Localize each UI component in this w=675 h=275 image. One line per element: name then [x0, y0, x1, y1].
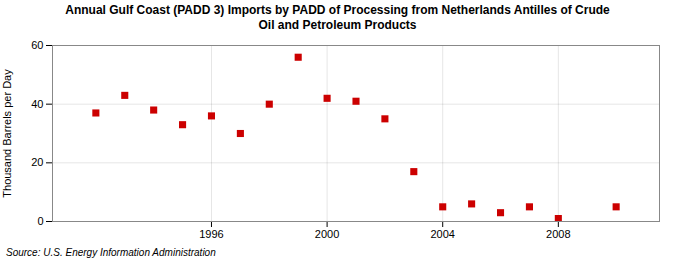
svg-text:Thousand Barrels per Day: Thousand Barrels per Day: [1, 69, 13, 198]
svg-text:20: 20: [31, 156, 43, 168]
svg-text:60: 60: [31, 39, 43, 51]
svg-text:0: 0: [37, 215, 43, 227]
html-text:Source: U.S. Energy Informatio: Source: U.S. Energy Information Administ…: [6, 247, 216, 258]
svg-text:2008: 2008: [546, 228, 570, 240]
svg-text:40: 40: [31, 98, 43, 110]
svg-text:1996: 1996: [199, 228, 223, 240]
svg-text:2000: 2000: [315, 228, 339, 240]
svg-text:2004: 2004: [430, 228, 454, 240]
html-text:Annual Gulf Coast (PADD 3) Imp: Annual Gulf Coast (PADD 3) Imports by PA…: [65, 3, 610, 32]
